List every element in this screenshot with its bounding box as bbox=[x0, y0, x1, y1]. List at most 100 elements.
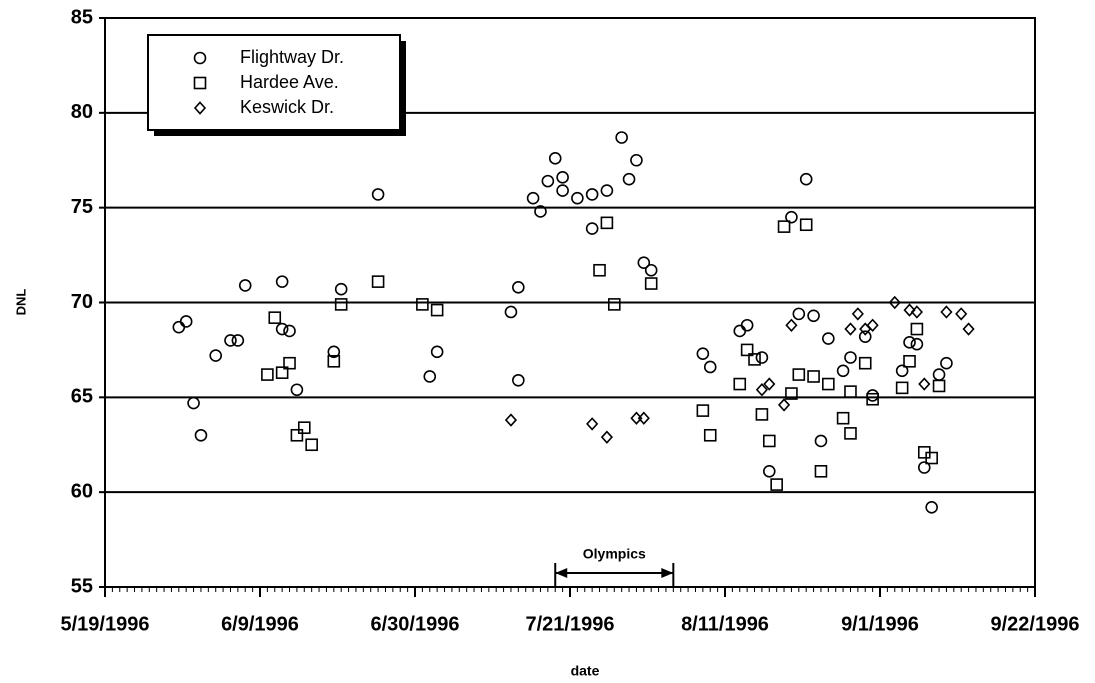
point bbox=[844, 385, 857, 398]
point bbox=[534, 205, 547, 218]
point bbox=[777, 220, 791, 233]
point bbox=[858, 330, 872, 343]
point bbox=[637, 411, 650, 425]
point bbox=[327, 345, 341, 359]
point bbox=[334, 282, 348, 296]
point bbox=[371, 188, 385, 201]
point bbox=[733, 377, 747, 391]
point bbox=[932, 368, 946, 381]
point bbox=[283, 356, 296, 370]
point bbox=[910, 322, 924, 336]
point bbox=[696, 347, 710, 361]
point bbox=[423, 370, 437, 383]
x-tick-label: 7/21/1996 bbox=[526, 613, 615, 635]
point bbox=[770, 478, 783, 491]
point bbox=[526, 191, 540, 205]
point bbox=[600, 184, 614, 197]
point bbox=[512, 281, 525, 294]
point bbox=[763, 377, 776, 391]
point bbox=[844, 322, 857, 336]
point bbox=[283, 324, 296, 338]
point bbox=[622, 172, 636, 186]
point bbox=[637, 256, 651, 269]
point bbox=[755, 351, 769, 364]
point bbox=[430, 345, 444, 359]
point bbox=[755, 383, 768, 397]
point bbox=[785, 387, 798, 400]
point bbox=[799, 218, 813, 232]
point bbox=[858, 356, 872, 370]
legend bbox=[147, 34, 401, 131]
x-tick-label: 8/11/1996 bbox=[681, 613, 769, 635]
point bbox=[740, 318, 754, 332]
point bbox=[268, 311, 282, 324]
point bbox=[644, 277, 658, 290]
y-tick-label: 60 bbox=[71, 480, 93, 502]
point bbox=[585, 188, 599, 201]
point bbox=[925, 501, 938, 514]
point bbox=[194, 428, 208, 442]
point bbox=[844, 351, 857, 364]
point bbox=[600, 216, 614, 230]
point bbox=[792, 368, 806, 381]
point bbox=[630, 411, 643, 425]
arrow-head bbox=[555, 568, 674, 578]
point bbox=[836, 364, 850, 378]
point bbox=[888, 295, 901, 310]
point bbox=[275, 322, 289, 336]
x-tick-label: 6/9/1996 bbox=[221, 613, 299, 635]
point bbox=[814, 434, 828, 448]
legend-marker bbox=[193, 51, 207, 65]
point bbox=[836, 411, 850, 425]
point bbox=[179, 315, 193, 328]
legend-label: Flightway Dr. bbox=[240, 47, 344, 67]
point bbox=[814, 465, 828, 478]
point bbox=[290, 383, 304, 397]
point bbox=[172, 320, 186, 334]
point bbox=[792, 307, 806, 321]
y-tick-label: 75 bbox=[71, 196, 93, 218]
annotation-label: Olympics bbox=[583, 546, 646, 562]
point bbox=[762, 465, 776, 478]
point bbox=[755, 408, 769, 421]
point bbox=[910, 305, 923, 319]
point bbox=[290, 428, 304, 442]
point bbox=[932, 379, 946, 393]
point bbox=[866, 392, 879, 406]
point bbox=[925, 451, 938, 465]
point bbox=[504, 413, 518, 427]
point bbox=[807, 309, 820, 323]
point bbox=[504, 305, 518, 319]
point bbox=[585, 222, 599, 235]
point bbox=[224, 334, 237, 347]
point bbox=[571, 191, 584, 205]
point bbox=[297, 421, 311, 434]
point bbox=[416, 298, 429, 311]
point bbox=[918, 377, 931, 391]
point bbox=[955, 307, 968, 321]
point bbox=[275, 275, 289, 288]
point bbox=[903, 336, 916, 349]
point bbox=[615, 131, 628, 144]
point bbox=[327, 354, 341, 368]
point bbox=[209, 349, 223, 362]
point bbox=[962, 322, 975, 336]
point bbox=[785, 318, 798, 332]
point bbox=[541, 174, 555, 188]
x-tick-label: 9/22/1996 bbox=[991, 613, 1080, 635]
y-tick-label: 85 bbox=[71, 6, 93, 28]
point bbox=[512, 373, 525, 387]
point bbox=[607, 298, 621, 311]
point bbox=[785, 210, 798, 224]
point bbox=[644, 263, 658, 277]
point bbox=[822, 377, 835, 391]
point bbox=[866, 318, 879, 332]
point bbox=[844, 427, 857, 440]
point bbox=[630, 153, 643, 167]
point bbox=[940, 305, 953, 319]
point bbox=[748, 353, 761, 366]
point bbox=[548, 152, 562, 165]
point bbox=[305, 438, 318, 452]
y-tick-label: 70 bbox=[71, 291, 93, 313]
